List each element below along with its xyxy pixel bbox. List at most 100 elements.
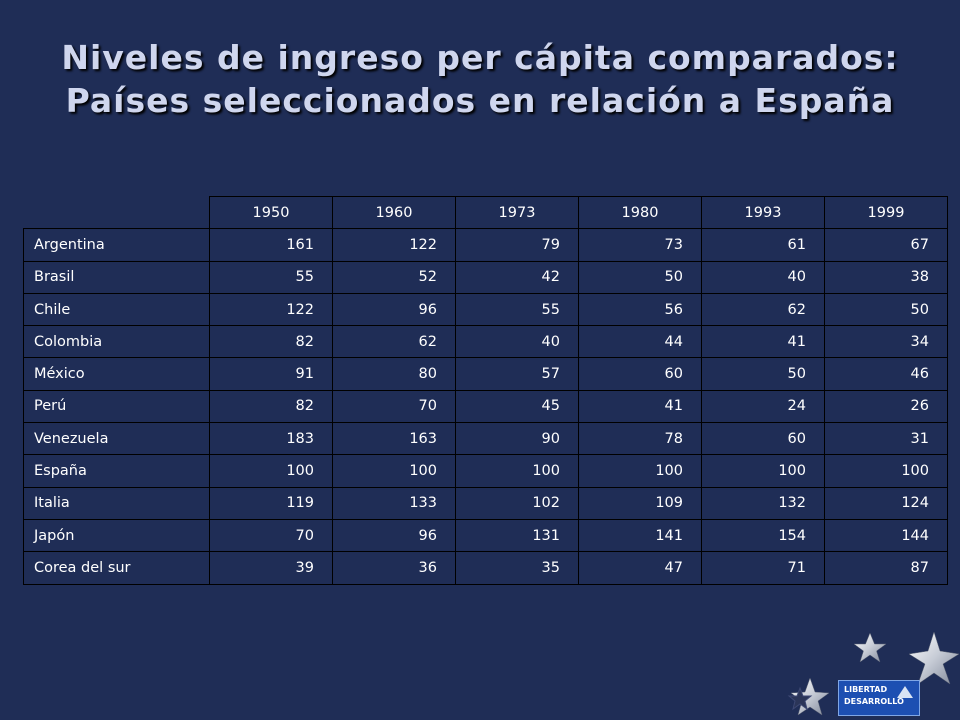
column-header: 1950: [209, 195, 333, 230]
value-cell: 100: [578, 454, 702, 488]
value-cell: 38: [824, 260, 948, 294]
table-row: Chile 122 96 55 56 62 50: [23, 292, 948, 327]
value-cell: 109: [578, 486, 702, 520]
table-row: Brasil 55 52 42 50 40 38: [23, 260, 948, 294]
value-cell: 52: [332, 260, 456, 294]
value-cell: 87: [824, 551, 948, 585]
value-cell: 41: [701, 325, 825, 359]
value-cell: 44: [578, 325, 702, 359]
value-cell: 131: [455, 518, 579, 553]
column-header: 1980: [578, 195, 702, 230]
value-cell: 100: [332, 454, 456, 488]
value-cell: 39: [209, 551, 333, 585]
value-cell: 45: [455, 389, 579, 424]
country-name-cell: Japón: [23, 518, 210, 553]
table-row: Italia 119 133 102 109 132 124: [23, 486, 948, 520]
value-cell: 78: [578, 422, 702, 456]
value-cell: 60: [701, 422, 825, 456]
value-cell: 124: [824, 486, 948, 520]
value-cell: 154: [701, 518, 825, 553]
value-cell: 79: [455, 228, 579, 262]
country-name-cell: Colombia: [23, 325, 210, 359]
value-cell: 163: [332, 422, 456, 456]
star-icon: [787, 686, 813, 711]
table-header-row: 1950 1960 1973 1980 1993 1999: [24, 195, 948, 230]
table-row: Japón 70 96 131 141 154 144: [23, 518, 948, 553]
value-cell: 31: [824, 422, 948, 456]
country-name-cell: México: [23, 357, 210, 391]
table-row: Argentina 161 122 79 73 61 67: [23, 228, 948, 262]
value-cell: 100: [455, 454, 579, 488]
column-header: 1960: [332, 195, 456, 230]
value-cell: 34: [824, 325, 948, 359]
country-name-cell: Corea del sur: [23, 551, 210, 585]
value-cell: 70: [209, 518, 333, 553]
star-icon: [853, 632, 887, 663]
country-name-cell: España: [23, 454, 210, 488]
country-name-cell: Brasil: [23, 260, 210, 294]
column-header: 1973: [455, 195, 579, 230]
triangle-logo-icon: [897, 686, 913, 698]
value-cell: 62: [332, 325, 456, 359]
value-cell: 119: [209, 486, 333, 520]
value-cell: 36: [332, 551, 456, 585]
value-cell: 24: [701, 389, 825, 424]
value-cell: 62: [701, 292, 825, 327]
value-cell: 46: [824, 357, 948, 391]
value-cell: 133: [332, 486, 456, 520]
value-cell: 70: [332, 389, 456, 424]
value-cell: 82: [209, 325, 333, 359]
value-cell: 47: [578, 551, 702, 585]
stars-decoration: [787, 631, 960, 716]
star-icon: [908, 631, 960, 685]
table-row: Perú 82 70 45 41 24 26: [23, 389, 948, 424]
value-cell: 42: [455, 260, 579, 294]
value-cell: 55: [209, 260, 333, 294]
value-cell: 122: [332, 228, 456, 262]
value-cell: 56: [578, 292, 702, 327]
table-body: Argentina 161 122 79 73 61 67 Brasil 55 52 42 50 40 3…: [23, 228, 948, 585]
country-name-cell: Venezuela: [23, 422, 210, 456]
table-corner: [24, 197, 210, 229]
value-cell: 50: [701, 357, 825, 391]
table-row: México 91 80 57 60 50 46: [23, 357, 948, 391]
value-cell: 161: [209, 228, 333, 262]
value-cell: 57: [455, 357, 579, 391]
table-row: Corea del sur 39 36 35 47 71 87: [23, 551, 948, 585]
value-cell: 144: [824, 518, 948, 553]
value-cell: 67: [824, 228, 948, 262]
table-row: Colombia 82 62 40 44 41 34: [23, 325, 948, 359]
value-cell: 71: [701, 551, 825, 585]
title-line-1: Niveles de ingreso per cápita comparados…: [61, 38, 899, 77]
value-cell: 183: [209, 422, 333, 456]
income-table: 1950 1960 1973 1980 1993 1999 Argentina 1…: [23, 195, 948, 585]
country-name-cell: Italia: [23, 486, 210, 520]
value-cell: 55: [455, 292, 579, 327]
country-name-cell: Perú: [23, 389, 210, 424]
value-cell: 100: [824, 454, 948, 488]
value-cell: 73: [578, 228, 702, 262]
value-cell: 40: [701, 260, 825, 294]
value-cell: 35: [455, 551, 579, 585]
brand-logo: LIBERTAD DESARROLLO: [838, 680, 920, 716]
value-cell: 90: [455, 422, 579, 456]
logo-line-2: DESARROLLO: [844, 697, 904, 706]
logo-line-1: LIBERTAD: [844, 685, 888, 694]
value-cell: 41: [578, 389, 702, 424]
title-line-2: Países seleccionados en relación a Españ…: [65, 81, 895, 120]
column-header: 1999: [824, 195, 948, 230]
value-cell: 40: [455, 325, 579, 359]
value-cell: 96: [332, 292, 456, 327]
value-cell: 80: [332, 357, 456, 391]
table-row: Venezuela 183 163 90 78 60 31: [23, 422, 948, 456]
value-cell: 50: [824, 292, 948, 327]
value-cell: 141: [578, 518, 702, 553]
slide-title: Niveles de ingreso per cápita comparados…: [0, 36, 960, 122]
value-cell: 100: [209, 454, 333, 488]
value-cell: 100: [701, 454, 825, 488]
table-row: España 100 100 100 100 100 100: [23, 454, 948, 488]
column-header: 1993: [701, 195, 825, 230]
value-cell: 96: [332, 518, 456, 553]
value-cell: 26: [824, 389, 948, 424]
value-cell: 60: [578, 357, 702, 391]
